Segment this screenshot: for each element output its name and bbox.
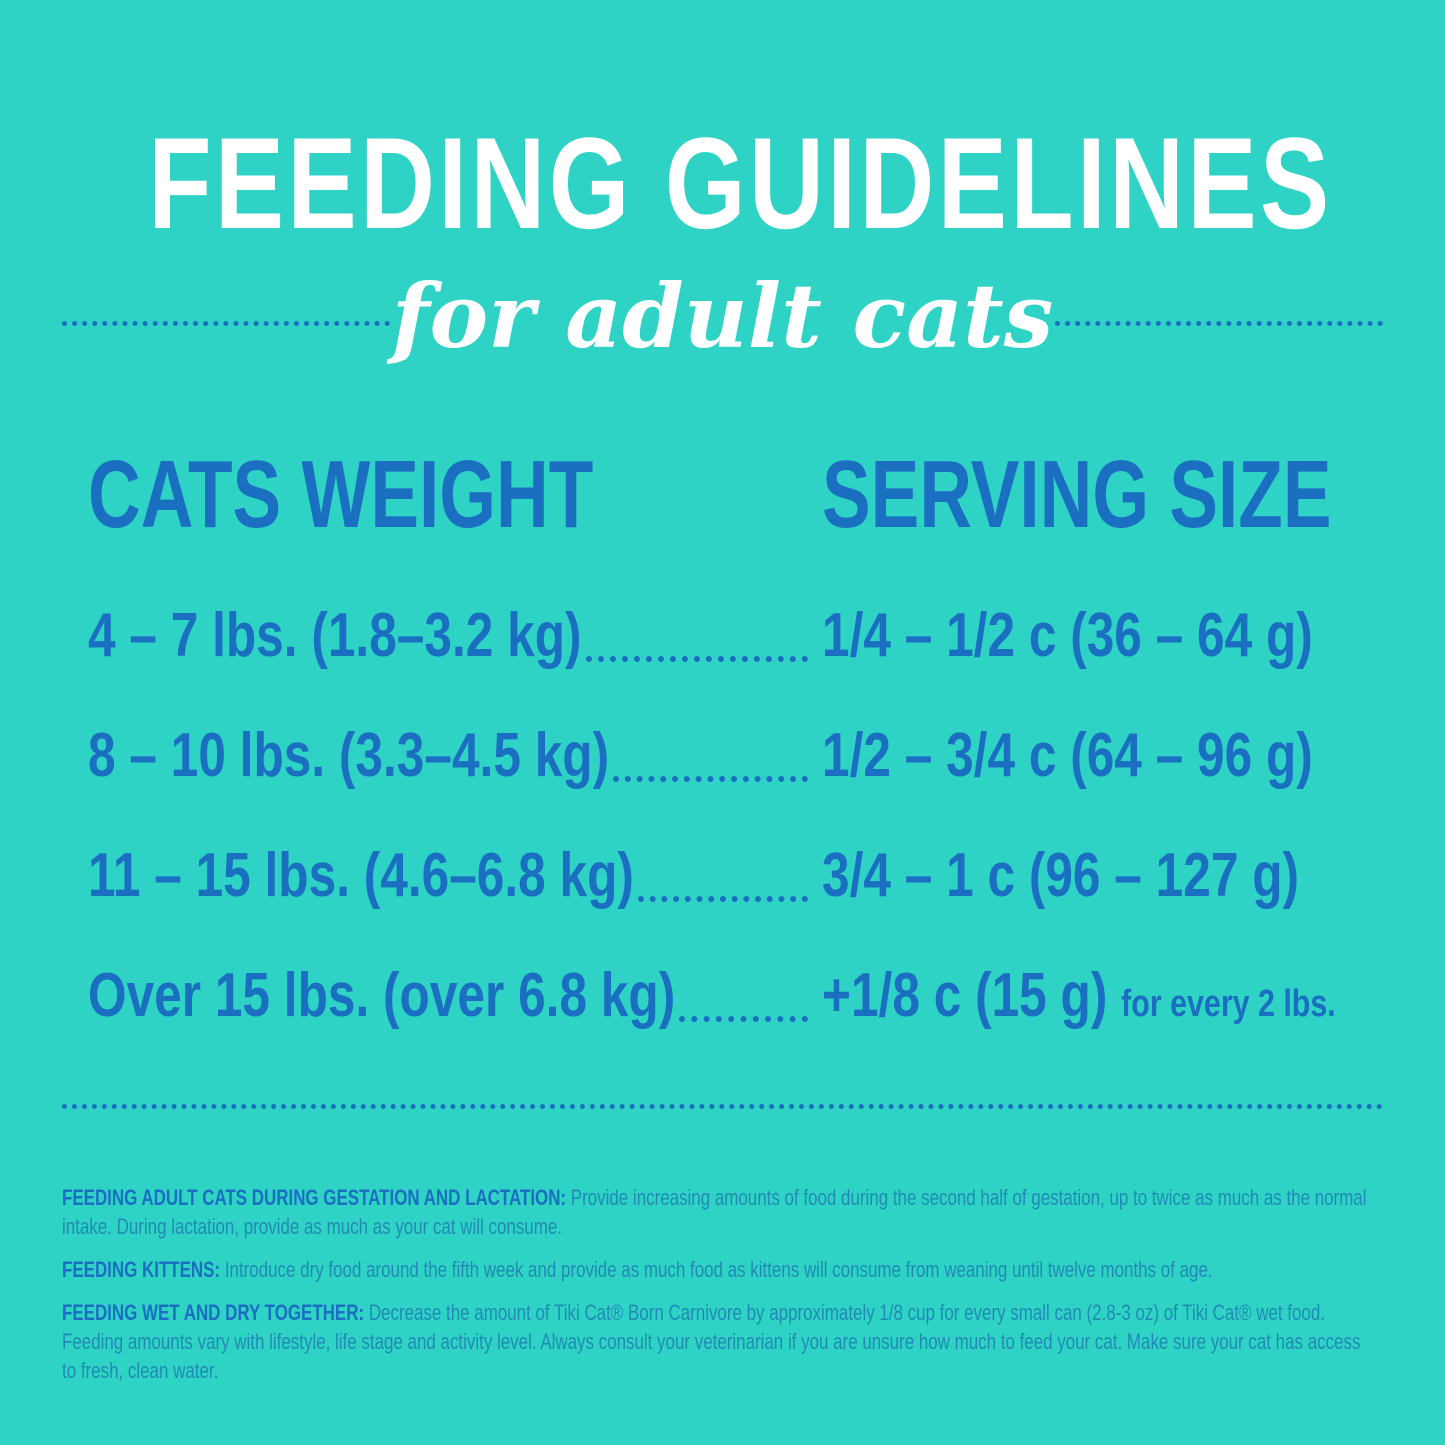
divider-bottom — [62, 1104, 1383, 1109]
divider-right — [1055, 321, 1383, 326]
leader-dots — [612, 776, 808, 782]
weight-cell: 11 – 15 lbs. (4.6–6.8 kg) — [88, 841, 634, 910]
leader-dots — [585, 656, 808, 662]
table-row: Over 15 lbs. (over 6.8 kg) +1/8 c (15 g)… — [88, 960, 1408, 1036]
weight-cell: Over 15 lbs. (over 6.8 kg) — [88, 961, 676, 1030]
note-label: FEEDING WET AND DRY TOGETHER: — [62, 1300, 365, 1325]
serving-cell: +1/8 c (15 g) for every 2 lbs. — [822, 960, 1336, 1040]
note-gestation: FEEDING ADULT CATS DURING GESTATION AND … — [62, 1183, 1371, 1241]
header-cats-weight: CATS WEIGHT — [88, 441, 594, 548]
weight-cell: 4 – 7 lbs. (1.8–3.2 kg) — [88, 601, 582, 670]
table-row: 4 – 7 lbs. (1.8–3.2 kg) 1/4 – 1/2 c (36 … — [88, 600, 1408, 676]
leader-dots — [637, 896, 808, 902]
divider-left — [62, 321, 390, 326]
serving-cell: 1/2 – 3/4 c (64 – 96 g) — [822, 721, 1313, 790]
leader-dots — [679, 1016, 808, 1022]
note-text: Introduce dry food around the fifth week… — [220, 1257, 1213, 1282]
note-label: FEEDING ADULT CATS DURING GESTATION AND … — [62, 1185, 567, 1210]
serving-cell: 3/4 – 1 c (96 – 127 g) — [822, 841, 1300, 910]
feeding-notes: FEEDING ADULT CATS DURING GESTATION AND … — [62, 1183, 1371, 1399]
page-title: FEEDING GUIDELINES — [0, 118, 1445, 248]
serving-value: +1/8 c (15 g) — [822, 961, 1108, 1030]
serving-cell: 1/4 – 1/2 c (36 – 64 g) — [822, 601, 1313, 670]
note-text: Provide increasing amounts of food durin… — [62, 1185, 1367, 1239]
note-label: FEEDING KITTENS: — [62, 1257, 221, 1282]
weight-cell: 8 – 10 lbs. (3.3–4.5 kg) — [88, 721, 610, 790]
table-row: 8 – 10 lbs. (3.3–4.5 kg) 1/2 – 3/4 c (64… — [88, 720, 1408, 796]
note-wet-dry: FEEDING WET AND DRY TOGETHER: Decrease t… — [62, 1298, 1371, 1385]
table-row: 11 – 15 lbs. (4.6–6.8 kg) 3/4 – 1 c (96 … — [88, 840, 1408, 916]
title-text: FEEDING GUIDELINES — [148, 110, 1333, 256]
page-subtitle: for adult cats — [391, 264, 1054, 368]
note-kittens: FEEDING KITTENS: Introduce dry food arou… — [62, 1255, 1371, 1284]
serving-note: for every 2 lbs. — [1121, 983, 1336, 1025]
note-text: Decrease the amount of Tiki Cat® Born Ca… — [62, 1300, 1361, 1383]
header-serving-size: SERVING SIZE — [822, 441, 1332, 548]
